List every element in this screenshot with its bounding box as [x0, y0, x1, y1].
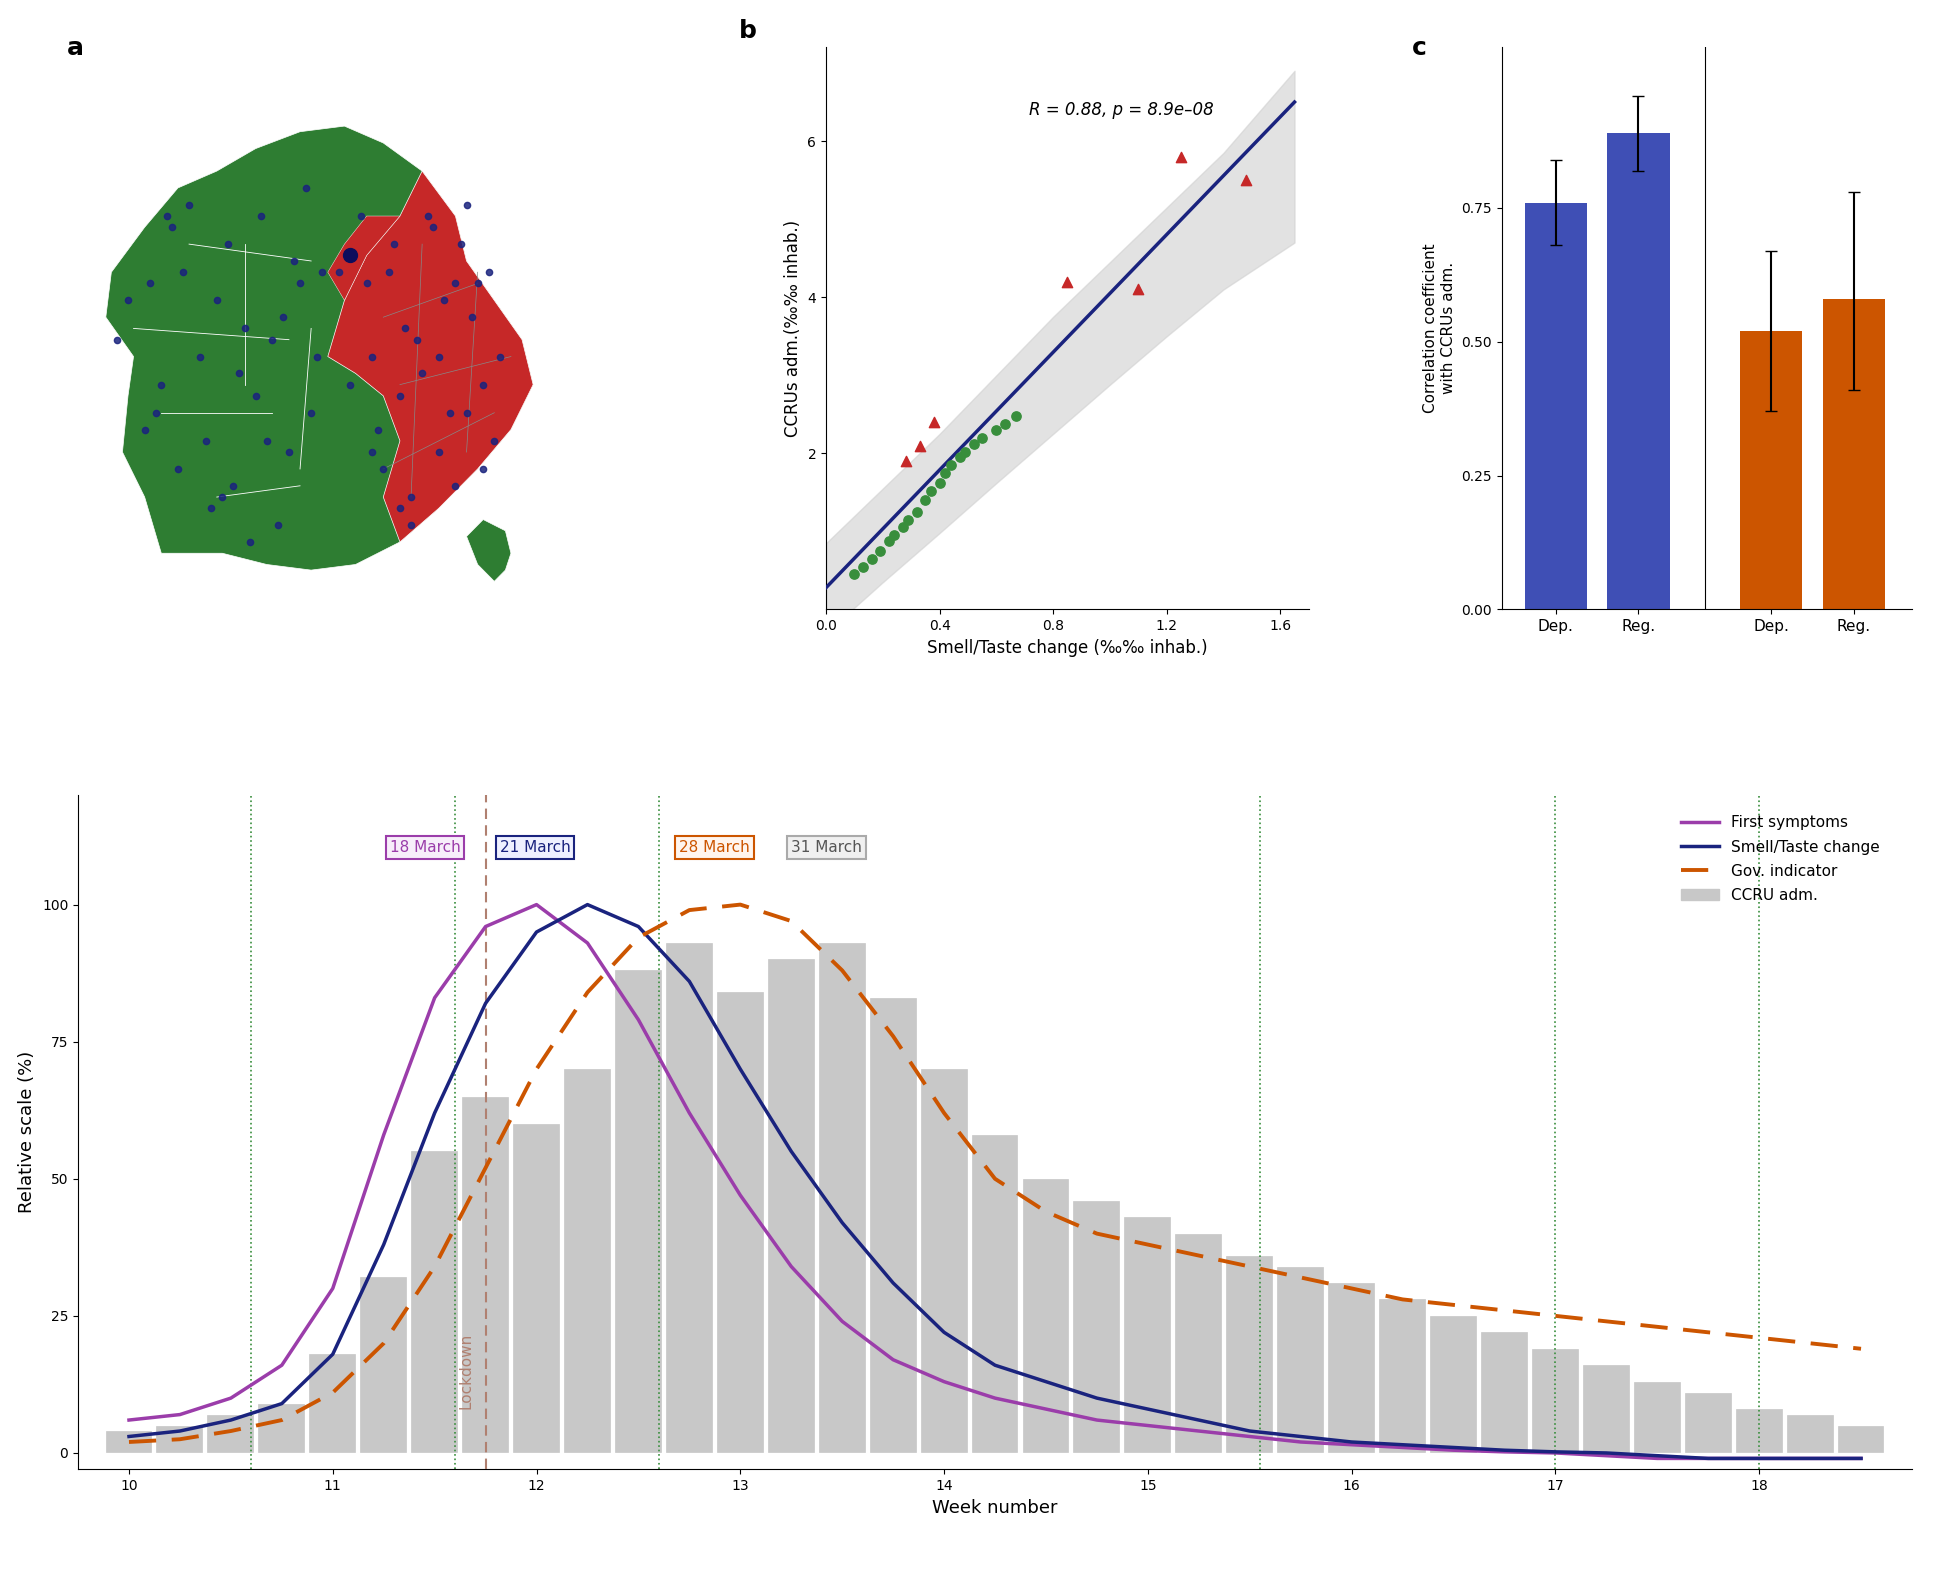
- Bar: [412, 1152, 458, 1454]
- Bar: [1124, 1217, 1171, 1454]
- Point: [935, 452, 966, 477]
- Text: 31 March: 31 March: [792, 841, 862, 855]
- Bar: [1481, 1332, 1528, 1454]
- Point: [950, 439, 981, 465]
- Bar: [972, 1134, 1018, 1454]
- Bar: [1822, 299, 1885, 610]
- Point: [944, 444, 976, 469]
- Bar: [921, 1070, 968, 1454]
- Point: [890, 449, 921, 474]
- Bar: [207, 1414, 254, 1454]
- Y-axis label: CCRUs adm.(‰‰ inhab.): CCRUs adm.(‰‰ inhab.): [784, 220, 802, 438]
- Point: [894, 507, 925, 532]
- Bar: [1608, 133, 1670, 610]
- Bar: [1227, 1256, 1274, 1454]
- Point: [878, 523, 909, 548]
- Point: [864, 539, 896, 564]
- Bar: [1524, 202, 1586, 610]
- Bar: [1740, 332, 1803, 610]
- Bar: [1329, 1283, 1375, 1454]
- Bar: [1022, 1179, 1069, 1454]
- Point: [981, 417, 1013, 442]
- Y-axis label: Relative scale (%): Relative scale (%): [18, 1051, 37, 1213]
- Point: [919, 409, 950, 435]
- Point: [856, 547, 888, 572]
- Bar: [513, 1123, 560, 1454]
- Point: [1052, 269, 1083, 294]
- Text: b: b: [739, 19, 757, 43]
- Polygon shape: [328, 171, 533, 542]
- Bar: [1073, 1201, 1120, 1454]
- Bar: [665, 943, 712, 1454]
- Point: [1165, 144, 1196, 169]
- Text: R = 0.88, p = 8.9e–08: R = 0.88, p = 8.9e–08: [1028, 101, 1214, 118]
- Bar: [1175, 1234, 1221, 1454]
- Bar: [310, 1354, 357, 1454]
- Point: [1001, 403, 1032, 428]
- Text: a: a: [66, 36, 84, 60]
- Bar: [361, 1278, 408, 1454]
- X-axis label: Week number: Week number: [933, 1499, 1057, 1517]
- Bar: [1633, 1381, 1680, 1454]
- Point: [847, 555, 878, 580]
- Point: [1231, 167, 1262, 193]
- Bar: [1838, 1425, 1885, 1454]
- Point: [888, 515, 919, 540]
- Bar: [564, 1070, 611, 1454]
- Bar: [1736, 1409, 1783, 1454]
- Text: c: c: [1411, 36, 1426, 60]
- X-axis label: Smell/Taste change (‰‰ inhab.): Smell/Taste change (‰‰ inhab.): [927, 638, 1208, 657]
- Text: Lockdown: Lockdown: [458, 1334, 474, 1409]
- Text: 28 March: 28 March: [679, 841, 749, 855]
- Point: [903, 433, 935, 458]
- Bar: [1430, 1316, 1477, 1454]
- Bar: [462, 1097, 509, 1454]
- Bar: [615, 970, 661, 1454]
- Point: [931, 460, 962, 485]
- Bar: [105, 1431, 152, 1454]
- Polygon shape: [105, 126, 533, 570]
- Point: [909, 488, 940, 514]
- Y-axis label: Correlation coefficient
with CCRUs adm.: Correlation coefficient with CCRUs adm.: [1424, 243, 1455, 414]
- Bar: [156, 1425, 203, 1454]
- Bar: [1686, 1392, 1732, 1454]
- Point: [839, 561, 870, 586]
- Point: [966, 425, 997, 450]
- Point: [989, 411, 1020, 436]
- Bar: [870, 999, 917, 1454]
- Point: [915, 479, 946, 504]
- Bar: [1379, 1299, 1426, 1454]
- Legend: First symptoms, Smell/Taste change, Gov. indicator, CCRU adm.: First symptoms, Smell/Taste change, Gov.…: [1674, 809, 1887, 908]
- Text: 18 March: 18 March: [390, 841, 460, 855]
- Bar: [1278, 1267, 1325, 1454]
- Bar: [819, 943, 866, 1454]
- Bar: [1582, 1365, 1629, 1454]
- Bar: [769, 959, 816, 1454]
- Polygon shape: [328, 216, 400, 300]
- Point: [1122, 276, 1153, 302]
- Bar: [1787, 1414, 1834, 1454]
- Point: [958, 431, 989, 457]
- Point: [901, 499, 933, 525]
- Bar: [258, 1403, 304, 1454]
- Point: [872, 528, 903, 553]
- Polygon shape: [466, 520, 511, 581]
- Bar: [1532, 1349, 1578, 1454]
- Text: 21 March: 21 March: [499, 841, 570, 855]
- Bar: [716, 992, 763, 1454]
- Point: [925, 471, 956, 496]
